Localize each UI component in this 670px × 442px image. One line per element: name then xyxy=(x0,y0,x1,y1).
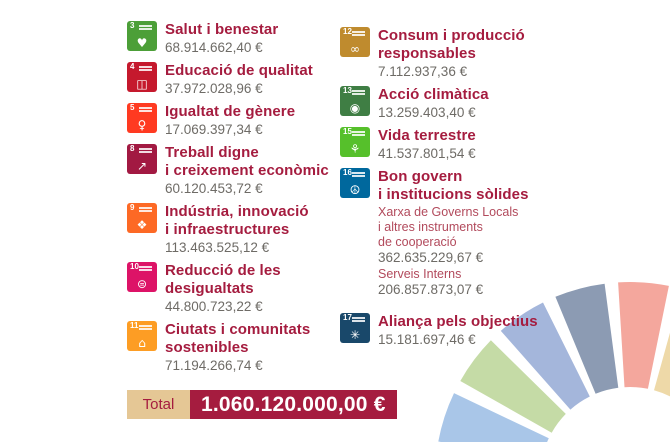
sdg17-partnerships-icon: 17 ✳ xyxy=(340,313,370,343)
sdg-number: 11 xyxy=(130,321,139,330)
sdg-item-vida-terrestre: 15 ⚘ Vida terrestre 41.537.801,54 € xyxy=(340,127,555,162)
sub-entry-amount: 206.857.873,07 € xyxy=(378,282,484,297)
sdg-title: Aliança pels objectius xyxy=(378,313,538,330)
total-amount: 1.060.120.000,00 € xyxy=(190,390,397,419)
sdg-text: Bon govern i institucions sòlides Xarxa … xyxy=(378,168,529,299)
sdg-text: Consum i producció responsables 7.112.93… xyxy=(378,27,525,80)
sdg-column-left: 3 ♥ Salut i benestar 68.914.662,40 € 4 ◫… xyxy=(127,21,332,380)
sdg-number: 13 xyxy=(343,86,352,95)
eye-globe-icon: ◉ xyxy=(349,101,361,115)
sdg-number: 3 xyxy=(130,21,135,30)
sdg-item-igualtat: 5 ♀ Igualtat de gènere 17.069.397,34 € xyxy=(127,103,332,138)
sdg4-education-icon: 4 ◫ xyxy=(127,62,157,92)
sdg-item-alianca: 17 ✳ Aliança pels objectius 15.181.697,4… xyxy=(340,313,555,348)
sdg-column-right: 12 ∞ Consum i producció responsables 7.1… xyxy=(340,27,555,354)
sdg-item-educacio: 4 ◫ Educació de qualitat 37.972.028,96 € xyxy=(127,62,332,97)
sub-entry-label: Xarxa de Governs Locals i altres instrum… xyxy=(378,205,519,249)
sdg-number: 9 xyxy=(130,203,135,212)
growth-chart-icon: ↗ xyxy=(136,159,148,173)
interlocking-rings-icon: ✳ xyxy=(349,328,361,342)
total-bar: Total 1.060.120.000,00 € xyxy=(127,390,397,419)
sdg13-climate-action-icon: 13 ◉ xyxy=(340,86,370,116)
sdg-amount: 13.259.403,40 € xyxy=(378,105,476,120)
building-blocks-icon: ❖ xyxy=(136,218,148,232)
sdg8-decent-work-icon: 8 ↗ xyxy=(127,144,157,174)
sdg-amount: 60.120.453,72 € xyxy=(165,181,263,196)
sdg-title: Vida terrestre xyxy=(378,127,476,144)
sdg3-health-icon: 3 ♥ xyxy=(127,21,157,51)
sdg-number: 5 xyxy=(130,103,135,112)
total-label: Total xyxy=(127,390,190,419)
sdg-item-desigualtats: 10 ⊜ Reducció de les desigualtats 44.800… xyxy=(127,262,332,315)
sdg-text: Salut i benestar 68.914.662,40 € xyxy=(165,21,278,56)
infinity-loop-icon: ∞ xyxy=(350,42,360,56)
wheel-segment-icon xyxy=(654,332,670,397)
tree-icon: ⚘ xyxy=(349,142,361,156)
sdg-number: 12 xyxy=(343,27,352,36)
sdg-text: Igualtat de gènere 17.069.397,34 € xyxy=(165,103,295,138)
sdg12-responsible-consumption-icon: 12 ∞ xyxy=(340,27,370,57)
wheel-segment-icon xyxy=(460,340,566,433)
sdg-number: 17 xyxy=(343,313,352,322)
city-skyline-icon: ⌂ xyxy=(138,336,146,350)
sdg-item-industria: 9 ❖ Indústria, innovació i infraestructu… xyxy=(127,203,332,256)
sdg9-industry-innovation-icon: 9 ❖ xyxy=(127,203,157,233)
sdg-title: Bon govern i institucions sòlides xyxy=(378,168,529,203)
sdg-title: Salut i benestar xyxy=(165,21,279,38)
sdg-text: Reducció de les desigualtats 44.800.723,… xyxy=(165,262,281,315)
sdg-item-bon-govern: 16 ☮ Bon govern i institucions sòlides X… xyxy=(340,168,555,299)
heartbeat-heart-icon: ♥ xyxy=(136,36,148,50)
sdg-title: Educació de qualitat xyxy=(165,62,313,79)
sdg-amount: 71.194.266,74 € xyxy=(165,358,263,373)
sdg-amount: 68.914.662,40 € xyxy=(165,40,263,55)
sdg-number: 8 xyxy=(130,144,135,153)
sdg-amount: 41.537.801,54 € xyxy=(378,146,476,161)
sdg-text: Vida terrestre 41.537.801,54 € xyxy=(378,127,476,162)
sdg-text: Ciutats i comunitats sostenibles 71.194.… xyxy=(165,321,310,374)
wheel-segment-icon xyxy=(618,282,669,389)
sdg-amount: 17.069.397,34 € xyxy=(165,122,263,137)
sdg-amount: 7.112.937,36 € xyxy=(378,64,468,79)
wheel-segment-icon xyxy=(555,283,619,394)
dove-gavel-icon: ☮ xyxy=(349,183,361,197)
sdg-amount: 15.181.697,46 € xyxy=(378,332,476,347)
sdg-sub-entries: Xarxa de Governs Locals i altres instrum… xyxy=(378,205,529,298)
sdg5-gender-equality-icon: 5 ♀ xyxy=(127,103,157,133)
sdg-amount: 113.463.525,12 € xyxy=(165,240,270,255)
sdg-number: 4 xyxy=(130,62,135,71)
sdg-title: Acció climàtica xyxy=(378,86,489,103)
sdg10-reduced-inequalities-icon: 10 ⊜ xyxy=(127,262,157,292)
sdg-text: Treball digne i creixement econòmic 60.1… xyxy=(165,144,329,197)
sdg-item-salut: 3 ♥ Salut i benestar 68.914.662,40 € xyxy=(127,21,332,56)
sdg11-sustainable-cities-icon: 11 ⌂ xyxy=(127,321,157,351)
sdg-title: Treball digne i creixement econòmic xyxy=(165,144,329,179)
sdg-title: Ciutats i comunitats sostenibles xyxy=(165,321,311,356)
sub-entry-amount: 362.635.229,67 € xyxy=(378,250,484,265)
sdg16-peace-justice-icon: 16 ☮ xyxy=(340,168,370,198)
sdg-amount: 37.972.028,96 € xyxy=(165,81,263,96)
open-book-icon: ◫ xyxy=(136,77,148,91)
wheel-segment-icon xyxy=(438,393,549,442)
sdg-title: Reducció de les desigualtats xyxy=(165,262,281,297)
sdg-number: 16 xyxy=(343,168,352,177)
sdg-number: 10 xyxy=(130,262,139,271)
sdg-title: Igualtat de gènere xyxy=(165,103,296,120)
sdg-title: Consum i producció responsables xyxy=(378,27,525,62)
sdg-number: 15 xyxy=(343,127,352,136)
equality-arrows-icon: ⊜ xyxy=(136,277,148,291)
sdg-text: Indústria, innovació i infraestructures … xyxy=(165,203,309,256)
sdg-text: Acció climàtica 13.259.403,40 € xyxy=(378,86,489,121)
sdg-item-ciutats: 11 ⌂ Ciutats i comunitats sostenibles 71… xyxy=(127,321,332,374)
sub-entry-label: Serveis Interns xyxy=(378,267,462,281)
sdg15-life-on-land-icon: 15 ⚘ xyxy=(340,127,370,157)
sdg-text: Aliança pels objectius 15.181.697,46 € xyxy=(378,313,538,348)
sdg-item-consum: 12 ∞ Consum i producció responsables 7.1… xyxy=(340,27,555,80)
sdg-text: Educació de qualitat 37.972.028,96 € xyxy=(165,62,313,97)
gender-symbol-icon: ♀ xyxy=(137,118,147,132)
sdg-amount: 44.800.723,22 € xyxy=(165,299,263,314)
sdg-item-clima: 13 ◉ Acció climàtica 13.259.403,40 € xyxy=(340,86,555,121)
sdg-title: Indústria, innovació i infraestructures xyxy=(165,203,309,238)
sdg-item-treball: 8 ↗ Treball digne i creixement econòmic … xyxy=(127,144,332,197)
